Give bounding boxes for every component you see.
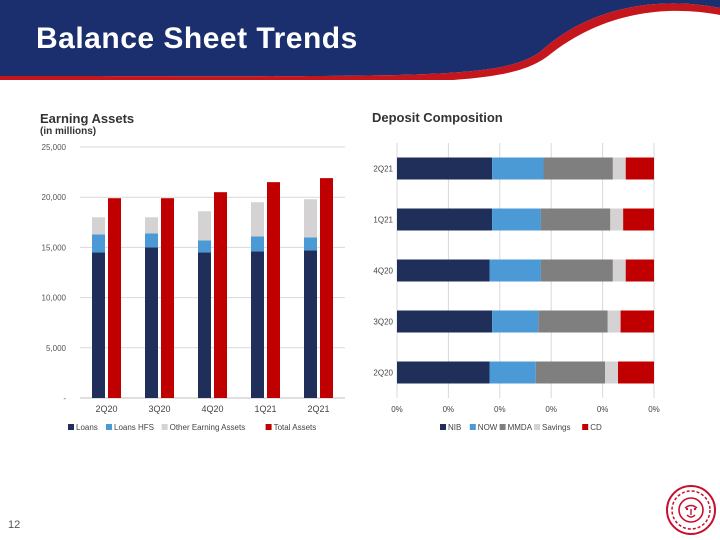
- bar-other-earning-assets: [92, 217, 105, 235]
- y-tick-label: 3Q20: [373, 318, 393, 327]
- x-tick-label: 4Q20: [201, 404, 223, 414]
- bar-total-assets: [320, 178, 333, 398]
- bar-loans: [251, 251, 264, 398]
- legend-swatch: [68, 424, 74, 430]
- y-tick-label: 10,000: [42, 294, 67, 303]
- y-tick-label: 1Q21: [373, 216, 393, 225]
- bar-nib: [397, 259, 490, 282]
- bar-mmda: [535, 361, 606, 384]
- bar-cd: [623, 208, 654, 231]
- bar-now: [489, 259, 541, 282]
- bar-loans-hfs: [145, 233, 158, 248]
- bar-loans: [145, 247, 158, 398]
- bar-cd: [618, 361, 654, 384]
- x-tick-label: 0%: [545, 405, 557, 414]
- deposit-composition-title: Deposit Composition: [372, 110, 503, 125]
- bar-other-earning-assets: [304, 199, 317, 238]
- x-tick-label: 0%: [443, 405, 455, 414]
- bar-total-assets: [108, 198, 121, 398]
- bar-other-earning-assets: [145, 217, 158, 234]
- y-tick-label: 2Q20: [373, 369, 393, 378]
- bar-total-assets: [267, 182, 280, 398]
- bar-loans: [198, 252, 211, 398]
- y-tick-label: 4Q20: [373, 267, 393, 276]
- legend-swatch: [582, 424, 589, 430]
- bar-loans-hfs: [304, 237, 317, 251]
- bar-loans-hfs: [198, 240, 211, 253]
- legend-entry: Loans HFS: [114, 423, 154, 432]
- x-tick-label: 2Q21: [307, 404, 329, 414]
- bar-mmda: [538, 310, 608, 333]
- bar-cd: [625, 259, 654, 282]
- x-tick-label: 0%: [648, 405, 660, 414]
- legend-entry: Loans: [76, 423, 98, 432]
- page-number: 12: [8, 519, 21, 531]
- bar-now: [492, 157, 544, 180]
- legend-entry: CD: [590, 423, 602, 432]
- y-tick-label: 20,000: [42, 193, 67, 202]
- bar-mmda: [543, 157, 613, 180]
- bar-loans: [304, 250, 317, 398]
- legend-swatch: [161, 424, 168, 430]
- deposit-composition-chart: 0% 0% 0% 0% 0% 0% 2Q21 1Q21 4Q20 3Q20 2Q20 NIB NOW MM…: [373, 143, 660, 432]
- legend-swatch: [534, 424, 540, 430]
- bar-cd: [620, 310, 654, 333]
- legend-entry: NOW: [478, 423, 498, 432]
- y-tick-label: 2Q21: [373, 165, 393, 174]
- bar-now: [492, 208, 541, 231]
- earning-assets-chart: - 5,000 10,000 15,000 20,000 25,000 2Q20 3Q20 4Q…: [42, 143, 345, 432]
- bar-cd: [625, 157, 654, 180]
- lion-head-icon: [666, 485, 716, 535]
- bar-savings: [605, 361, 619, 384]
- legend-entry: MMDA: [508, 423, 533, 432]
- x-tick-label: 2Q20: [95, 404, 117, 414]
- bar-total-assets: [214, 192, 227, 398]
- bar-savings: [607, 310, 621, 333]
- bar-mmda: [540, 208, 611, 231]
- bar-mmda: [540, 259, 613, 282]
- bar-now: [489, 361, 536, 384]
- bar-total-assets: [161, 198, 174, 398]
- x-tick-label: 0%: [597, 405, 609, 414]
- bar-other-earning-assets: [198, 211, 211, 241]
- bar-other-earning-assets: [251, 202, 264, 237]
- legend-swatch: [499, 424, 506, 430]
- bar-loans-hfs: [251, 236, 264, 252]
- y-tick-label: 5,000: [46, 344, 67, 353]
- x-tick-label: 1Q21: [254, 404, 276, 414]
- bar-nib: [397, 361, 490, 384]
- bar-savings: [610, 208, 624, 231]
- bar-loans: [92, 252, 105, 398]
- bar-savings: [612, 259, 626, 282]
- earning-assets-title: Earning Assets: [40, 111, 135, 126]
- legend-entry: Savings: [542, 423, 570, 432]
- legend-entry: NIB: [448, 423, 461, 432]
- legend-entry: Total Assets: [274, 423, 317, 432]
- y-tick-label: -: [63, 394, 66, 403]
- x-tick-label: 0%: [494, 405, 506, 414]
- y-tick-label: 25,000: [42, 143, 67, 152]
- x-tick-label: 0%: [391, 405, 403, 414]
- legend-entry: Other Earning Assets: [170, 423, 246, 432]
- x-tick-label: 3Q20: [148, 404, 170, 414]
- legend-swatch: [106, 424, 112, 430]
- bar-nib: [397, 157, 493, 180]
- y-tick-label: 15,000: [42, 243, 67, 252]
- slide-title: Balance Sheet Trends: [36, 22, 358, 55]
- bar-loans-hfs: [92, 234, 105, 253]
- bar-now: [492, 310, 539, 333]
- bar-savings: [612, 157, 626, 180]
- bar-nib: [397, 310, 493, 333]
- earning-assets-subtitle: (in millions): [40, 126, 97, 137]
- header-banner: [0, 0, 720, 80]
- bar-nib: [397, 208, 493, 231]
- legend-swatch: [440, 424, 446, 430]
- legend-swatch: [265, 424, 272, 430]
- legend-swatch: [469, 424, 476, 430]
